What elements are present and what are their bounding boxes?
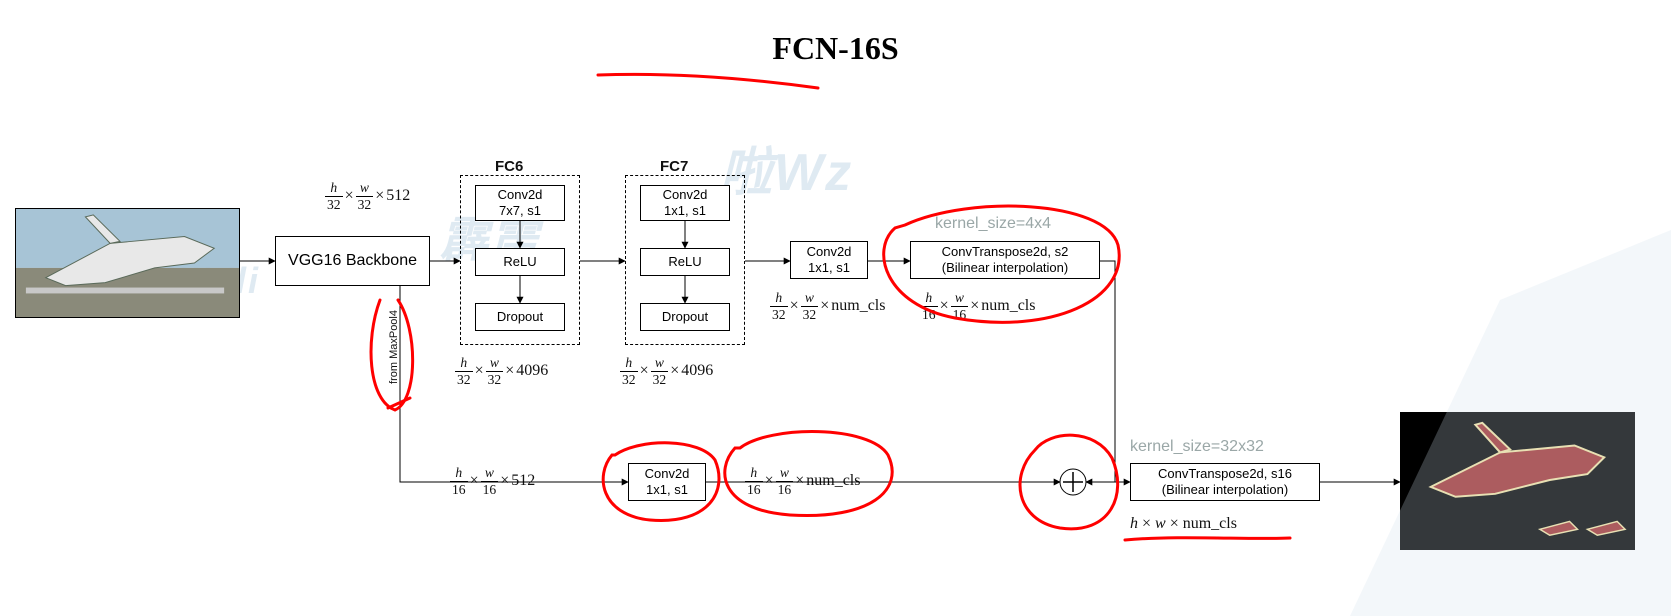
fc7-dropout-box: Dropout bbox=[640, 303, 730, 331]
backbone-box: VGG16 Backbone bbox=[275, 236, 430, 286]
skip-conv-box: Conv2d1x1, s1 bbox=[628, 463, 706, 501]
input-image bbox=[15, 208, 240, 318]
dim-conv-out: h32×w32×num_cls bbox=[770, 290, 885, 323]
dim-fc7-out: h32×w32×4096 bbox=[620, 355, 713, 388]
dim-skip-in: h16×w16×512 bbox=[450, 465, 535, 498]
dim-backbone-out: h32×w32×512 bbox=[325, 180, 410, 213]
dim-convT1-out: h16×w16×num_cls bbox=[920, 290, 1035, 323]
dim-final-out: h × w × num_cls bbox=[1130, 515, 1237, 533]
convT1-box: ConvTranspose2d, s2(Bilinear interpolati… bbox=[910, 241, 1100, 279]
fc7-relu-box: ReLU bbox=[640, 248, 730, 276]
conv-after-fc7-box: Conv2d1x1, s1 bbox=[790, 241, 868, 279]
from-maxpool4-label: from MaxPool4 bbox=[388, 310, 400, 384]
fc6-title: FC6 bbox=[495, 158, 523, 175]
dim-fc6-out: h32×w32×4096 bbox=[455, 355, 548, 388]
page-title: FCN-16S bbox=[772, 30, 898, 67]
convT2-box: ConvTranspose2d, s16(Bilinear interpolat… bbox=[1130, 463, 1320, 501]
fc6-conv-box: Conv2d7x7, s1 bbox=[475, 185, 565, 221]
dim-skip-out: h16×w16×num_cls bbox=[745, 465, 860, 498]
fc7-title: FC7 bbox=[660, 158, 688, 175]
output-seg-image bbox=[1400, 412, 1635, 550]
fc6-dropout-box: Dropout bbox=[475, 303, 565, 331]
convT2-kernel-label: kernel_size=32x32 bbox=[1130, 438, 1264, 456]
fc6-relu-box: ReLU bbox=[475, 248, 565, 276]
convT1-kernel-label: kernel_size=4x4 bbox=[935, 215, 1051, 233]
fc7-conv-box: Conv2d1x1, s1 bbox=[640, 185, 730, 221]
